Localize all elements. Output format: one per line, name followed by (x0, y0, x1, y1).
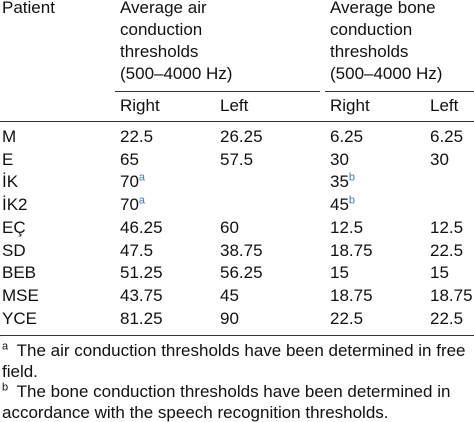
cell-text: 70 (120, 172, 139, 192)
group-header: (500–4000 Hz) (120, 64, 233, 83)
sub-header: Right (330, 96, 370, 115)
cell: 22.5 (430, 308, 464, 328)
rule (325, 91, 474, 92)
cell: 12.5 (430, 217, 464, 237)
cell: 18.75 (330, 240, 373, 260)
cell: 18.75 (430, 285, 473, 305)
cell: 43.75 (120, 285, 163, 305)
footnote-mark: b (2, 381, 9, 394)
cell: 45b (330, 195, 355, 215)
patient: İK (2, 172, 19, 192)
footnote-text: accordance with the speech recognition t… (2, 402, 389, 422)
patient: İK2 (2, 195, 28, 215)
footnote: accordance with the speech recognition t… (2, 403, 389, 422)
cell: 26.25 (220, 127, 263, 146)
footnote-mark: a (2, 340, 9, 353)
cell: 38.75 (220, 240, 263, 260)
footnote: b The bone conduction thresholds have be… (2, 382, 450, 402)
cell: 70a (120, 195, 145, 215)
cell: 60 (220, 217, 239, 237)
footnote: field. (2, 362, 38, 382)
cell: 22.5 (330, 308, 364, 328)
cell: 12.5 (330, 217, 364, 237)
sub-header: Left (430, 96, 459, 115)
patient: MSE (2, 285, 39, 305)
rule (115, 91, 320, 92)
cell: 30 (330, 149, 349, 169)
cell: 57.5 (220, 149, 254, 169)
patient: E (2, 149, 14, 169)
footnote-text: The air conduction thresholds have been … (16, 341, 466, 360)
rule (0, 121, 474, 122)
cell: 22.5 (120, 127, 154, 146)
patient: EÇ (2, 217, 26, 237)
cell: 6.25 (430, 127, 464, 146)
group-header: Average bone (330, 0, 436, 17)
cell: 65 (120, 149, 139, 169)
sub-header: Left (220, 96, 249, 115)
cell: 18.75 (330, 285, 373, 305)
cell: 90 (220, 308, 239, 328)
patient: YCE (2, 308, 37, 328)
cell: 22.5 (430, 240, 464, 260)
rule (0, 335, 474, 336)
footnote: a The air conduction thresholds have bee… (2, 341, 466, 361)
group-header: (500–4000 Hz) (330, 64, 443, 83)
note-mark: a (138, 171, 146, 184)
note-mark: a (138, 194, 146, 207)
cell: 6.25 (330, 127, 364, 146)
note-mark: b (348, 194, 356, 207)
cell-text: 70 (120, 195, 139, 215)
cell: 81.25 (120, 308, 163, 328)
cell: 46.25 (120, 217, 163, 237)
footnote-text: The bone conduction thresholds have been… (16, 382, 451, 401)
cell-text: 35 (330, 172, 349, 192)
patient: SD (2, 240, 26, 260)
cell: 45 (220, 285, 239, 305)
group-header: conduction (120, 20, 203, 39)
cell: 51.25 (120, 263, 163, 283)
note-mark: b (348, 171, 356, 184)
cell: 47.5 (120, 240, 154, 260)
cell: 15 (330, 263, 349, 283)
cell: 70a (120, 172, 145, 192)
cell: 56.25 (220, 263, 263, 283)
group-header: Average air (120, 0, 207, 17)
patient: M (2, 127, 17, 146)
sub-header: Right (120, 96, 160, 115)
patient: BEB (2, 263, 37, 283)
header-patient: Patient (2, 0, 55, 17)
cell: 30 (430, 149, 449, 169)
group-header: thresholds (120, 42, 199, 61)
group-header: thresholds (330, 42, 409, 61)
footnote-text: field. (2, 361, 38, 381)
cell: 35b (330, 172, 355, 192)
cell-text: 45 (330, 195, 349, 215)
group-header: conduction (330, 20, 413, 39)
cell: 15 (430, 263, 449, 283)
